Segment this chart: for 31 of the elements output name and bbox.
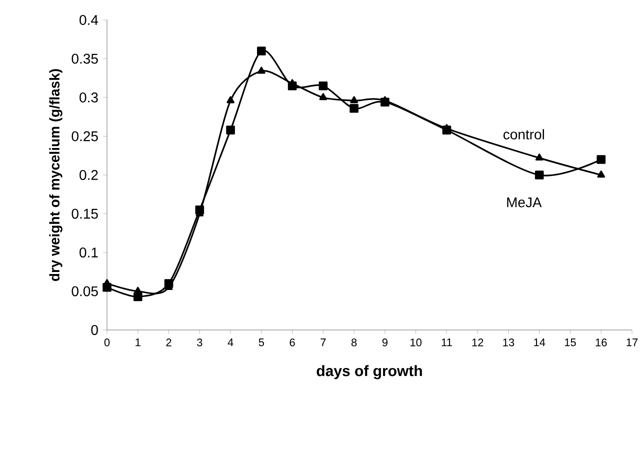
x-tick-label: 1 [136,338,140,346]
x-tick-label: 5 [258,338,264,346]
x-tick-label: 4 [228,338,234,346]
y-tick-label: 0.25 [72,131,98,142]
x-tick-label: 9 [382,338,388,346]
x-tick-label: 10 [410,338,422,346]
x-tick-label: 11 [442,338,452,346]
x-tick-label: 16 [596,338,607,346]
x-tick-label: 13 [503,338,514,346]
y-tick-label: 0.15 [72,208,98,219]
x-tick-label: 7 [320,338,326,346]
x-tick-label: 2 [166,338,172,346]
series-label: MeJA [507,198,542,208]
y-tick-label: 0.3 [80,92,98,102]
x-tick-label: 6 [290,338,295,346]
y-tick-label: 0.35 [72,54,98,64]
x-tick-label: 8 [351,338,357,346]
y-tick-label: 0.4 [80,15,98,25]
x-tick-label: 14 [534,338,546,346]
y-tick-label: 0 [91,325,98,335]
series-label: control [504,129,544,140]
y-tick-label: 0.1 [80,248,98,258]
x-axis-title: days of growth [316,365,422,380]
x-tick-label: 17 [626,338,638,346]
y-tick-label: 0.2 [80,170,98,180]
y-axis-title: dry weight of mycelium (g/flask) [49,69,62,281]
x-tick-label: 15 [564,338,576,346]
x-tick-label: 0 [104,338,110,346]
x-tick-label: 3 [197,338,202,346]
x-tick-label: 12 [472,338,484,346]
y-tick-label: 0.05 [72,286,98,296]
